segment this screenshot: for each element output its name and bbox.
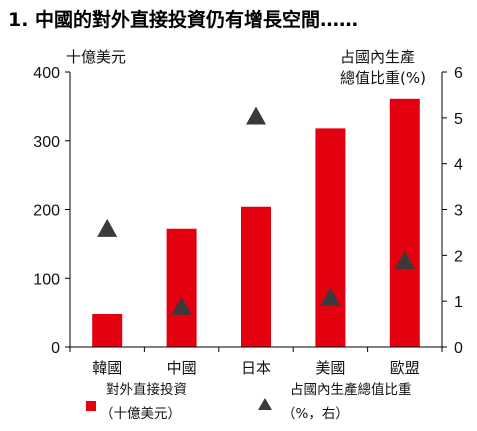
left-tick-label-1: 100 [33,271,60,288]
bar-5 [389,98,420,347]
legend-triangle-swatch [258,398,272,410]
x-tick-label-2: 中國 [167,359,197,377]
legend-triangle-label-line2: （%，右） [282,406,349,422]
bar-3 [241,206,271,347]
right-tick-label-3: 3 [454,203,463,220]
right-axis-label-line1: 占國內生產 [340,48,415,66]
left-tick-label-0: 0 [51,340,60,357]
triangle-marker-2 [171,296,192,315]
left-axis-label: 十億美元 [66,48,126,66]
right-tick-label-5: 5 [454,111,463,128]
legend: 對外直接投資 （十億美元） 占國內生產總值比重 （%，右） [86,381,412,422]
legend-bar-label-line2: （十億美元） [100,406,181,422]
x-tick-label-4: 美國 [315,359,345,377]
right-tick-label-4: 4 [454,157,463,174]
x-tick-label-5: 歐盟 [390,359,420,377]
bar-4 [315,128,346,348]
left-tick-label-4: 400 [33,65,60,82]
triangle-marker-1 [97,218,118,237]
axes-layer: 0 100 200 300 400 0 1 2 3 4 5 6 韓國 中國 日本 美國 歐盟 [33,65,463,377]
left-tick-label-2: 200 [33,203,60,220]
right-tick-label-0: 0 [454,340,463,357]
triangle-marker-3 [246,106,266,125]
x-tick-label-3: 日本 [241,359,271,377]
legend-bar-label-line1: 對外直接投資 [106,381,187,398]
right-tick-label-6: 6 [454,65,463,82]
triangle-marker-5 [394,250,415,269]
chart-title: 1. 中國的對外直接投資仍有增長空間…… [8,8,358,31]
right-tick-label-1: 1 [454,294,463,311]
triangle-marker-4 [320,287,341,306]
right-tick-label-2: 2 [454,248,463,265]
legend-triangle-label-line1: 占國內生產總值比重 [290,381,412,398]
bar-2 [166,228,197,347]
x-tick-label-1: 韓國 [92,359,122,377]
left-tick-label-3: 300 [33,134,60,151]
legend-bar-swatch [86,401,96,411]
bars-layer [92,98,420,348]
right-axis-label-line2: 總值比重(%) [340,69,426,87]
markers-layer [97,106,415,315]
bar-1 [92,314,123,347]
